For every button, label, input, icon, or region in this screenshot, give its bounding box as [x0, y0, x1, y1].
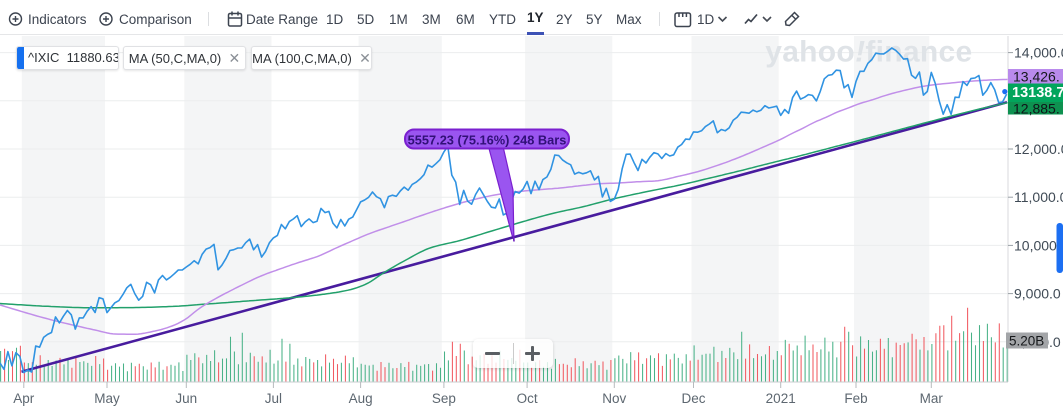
svg-text:9,000.0: 9,000.0: [1014, 286, 1061, 302]
svg-text:2021: 2021: [766, 391, 796, 406]
svg-text:Mar: Mar: [920, 391, 944, 406]
svg-text:Dec: Dec: [681, 391, 705, 406]
svg-text:13138.7: 13138.7: [1012, 85, 1063, 101]
svg-text:14,000.0: 14,000.0: [1014, 45, 1063, 61]
svg-text:Nov: Nov: [602, 391, 626, 406]
svg-text:13,426.: 13,426.: [1013, 69, 1060, 85]
svg-text:12,885.: 12,885.: [1013, 100, 1060, 116]
svg-text:10,000.0: 10,000.0: [1014, 237, 1063, 253]
svg-text:Jun: Jun: [175, 391, 197, 406]
svg-text:Sep: Sep: [432, 391, 456, 406]
svg-text:Feb: Feb: [844, 391, 867, 406]
svg-text:11,000.0: 11,000.0: [1014, 189, 1063, 205]
svg-text:Oct: Oct: [517, 391, 538, 406]
svg-text:Apr: Apr: [13, 391, 35, 406]
svg-text:yahoo!finance: yahoo!finance: [765, 36, 972, 69]
svg-text:5557.23 (75.16%) 248 Bars: 5557.23 (75.16%) 248 Bars: [408, 133, 567, 148]
svg-text:Aug: Aug: [349, 391, 373, 406]
svg-text:Jul: Jul: [265, 391, 282, 406]
svg-text:5.20B: 5.20B: [1009, 333, 1044, 348]
svg-text:12,000.0: 12,000.0: [1014, 141, 1063, 157]
svg-text:May: May: [94, 391, 120, 406]
